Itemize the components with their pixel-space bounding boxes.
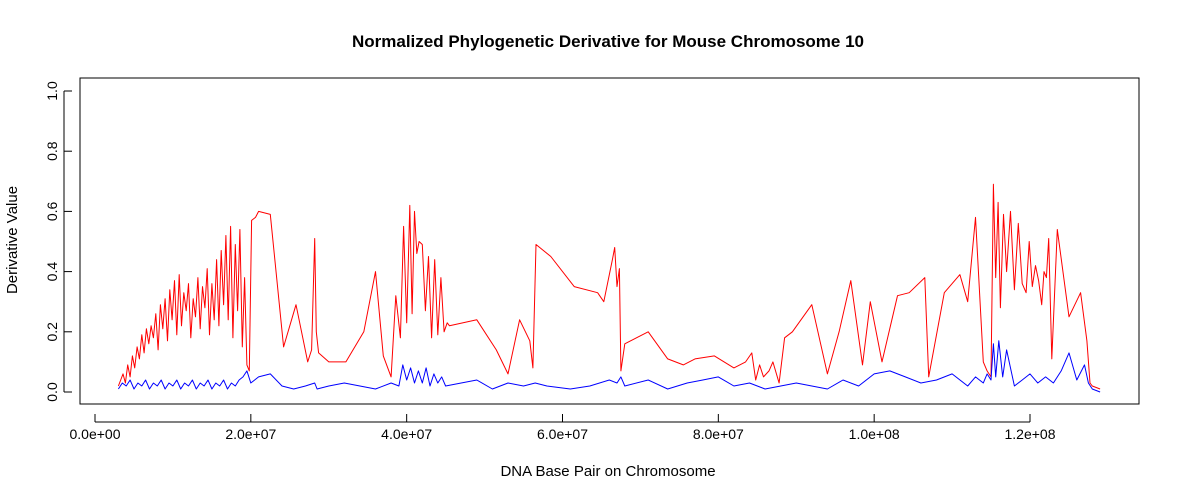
y-axis: 0.0 0.2 0.4 0.6 0.8 1.0 bbox=[44, 81, 72, 402]
chart-title: Normalized Phylogenetic Derivative for M… bbox=[352, 32, 864, 51]
y-tick-label: 1.0 bbox=[44, 81, 60, 101]
x-tick-label: 1.0e+08 bbox=[849, 426, 900, 442]
red-series-line bbox=[117, 183, 1101, 390]
y-tick-label: 0.4 bbox=[44, 262, 60, 282]
plot-frame bbox=[79, 77, 1140, 405]
x-tick-label: 4.0e+07 bbox=[381, 426, 432, 442]
x-tick-label: 6.0e+07 bbox=[537, 426, 588, 442]
y-tick-label: 0.6 bbox=[44, 201, 60, 221]
x-axis: 0.0e+00 2.0e+07 4.0e+07 6.0e+07 8.0e+07 1.0e+… bbox=[70, 414, 1056, 442]
series-layer bbox=[117, 183, 1101, 393]
x-tick-label: 1.2e+08 bbox=[1005, 426, 1056, 442]
blue-series-line bbox=[117, 340, 1101, 393]
x-tick-label: 0.0e+00 bbox=[70, 426, 121, 442]
y-axis-label: Derivative Value bbox=[4, 186, 21, 294]
y-tick-label: 0.0 bbox=[44, 382, 60, 402]
x-axis-label: DNA Base Pair on Chromosome bbox=[500, 463, 715, 480]
x-tick-label: 8.0e+07 bbox=[693, 426, 744, 442]
y-tick-label: 0.2 bbox=[44, 322, 60, 342]
x-tick-label: 2.0e+07 bbox=[225, 426, 276, 442]
y-tick-label: 0.8 bbox=[44, 141, 60, 161]
